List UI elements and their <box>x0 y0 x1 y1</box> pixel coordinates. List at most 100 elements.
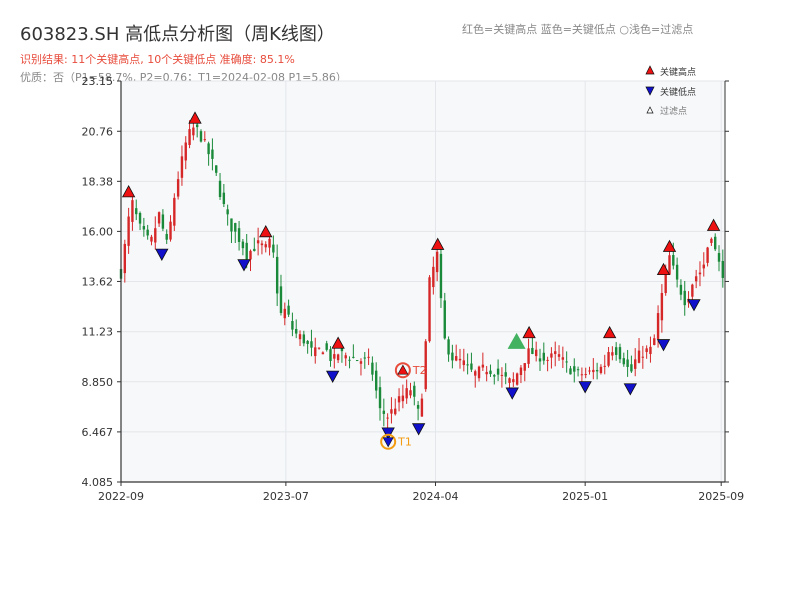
candle-body <box>256 240 260 244</box>
t2-label: T2 <box>412 364 427 377</box>
x-tick-label: 2024-04 <box>413 490 459 503</box>
candle-body <box>477 366 481 379</box>
axes: 4.085 6.467 8.850 11.23 13.62 16.00 18.38 20.76… <box>82 75 745 503</box>
candle-body <box>641 356 645 358</box>
candle-body <box>561 357 565 360</box>
candle-body <box>378 387 382 409</box>
candle-body <box>325 343 328 350</box>
key-high-marker <box>662 239 677 252</box>
key-low-marker <box>325 370 340 383</box>
candle-body <box>527 348 530 364</box>
candle-body <box>123 243 127 274</box>
candle-body <box>291 320 294 330</box>
candle-body <box>359 361 363 364</box>
key-high-marker <box>121 185 136 198</box>
candle-body <box>576 369 580 371</box>
key-high-marker <box>188 111 202 124</box>
candle-body <box>367 356 370 358</box>
y-tick-label: 4.085 <box>82 476 114 489</box>
candle-body <box>348 359 351 361</box>
candle-body <box>542 352 545 361</box>
candle-body <box>694 276 698 282</box>
candle-body <box>405 388 408 399</box>
candle-body <box>588 370 591 372</box>
color-hint: 红色=关键高点 蓝色=关键低点 ○浅色=过滤点 <box>462 23 694 36</box>
key-low-marker <box>687 299 701 312</box>
candle-body <box>394 408 397 415</box>
candle-body <box>637 350 641 363</box>
legend: 关键高点 关键低点 过滤点 <box>645 65 696 117</box>
candle-body <box>237 228 241 242</box>
key-low-marker <box>656 339 671 352</box>
candle-body <box>645 348 648 353</box>
candle-body <box>241 241 245 249</box>
legend-low-marker <box>645 86 655 96</box>
candle-body <box>413 385 416 397</box>
candle-body <box>454 356 458 361</box>
candle-body <box>634 359 637 369</box>
candle-body <box>470 363 473 370</box>
candle-body <box>683 290 686 306</box>
candle-body <box>253 248 256 252</box>
candle-body <box>515 373 519 385</box>
candle-body <box>188 129 191 145</box>
candle-body <box>534 349 538 357</box>
candle-body <box>317 347 321 349</box>
candle-body <box>546 359 549 361</box>
candle-body <box>195 124 199 128</box>
key-low-marker <box>505 387 519 400</box>
x-tick-label: 2022-09 <box>98 490 144 503</box>
x-tick-label: 2025-09 <box>698 490 744 503</box>
candle-body <box>717 253 721 262</box>
candle-body <box>668 255 671 275</box>
key-high-marker <box>602 325 617 339</box>
candle-body <box>447 339 450 355</box>
candle-body <box>302 334 306 344</box>
legend-high-label: 关键高点 <box>660 66 696 78</box>
markers: T1 T2 <box>121 111 721 450</box>
candle-body <box>272 244 275 253</box>
candle-body <box>508 378 511 383</box>
candle-body <box>573 366 576 372</box>
candle-body <box>287 305 290 315</box>
y-tick-label: 6.467 <box>82 426 114 439</box>
candle-body <box>428 277 431 342</box>
candle-body <box>466 364 469 366</box>
key-low-marker <box>411 423 426 436</box>
candle-body <box>321 352 325 355</box>
candle-body <box>169 221 172 240</box>
candle-body <box>424 341 427 390</box>
candle-body <box>409 390 412 396</box>
candle-body <box>306 340 309 344</box>
candle-body <box>481 364 485 368</box>
y-tick-label: 23.15 <box>82 75 114 88</box>
candle-body <box>283 308 286 319</box>
candle-body <box>664 271 667 294</box>
candle-body <box>496 368 500 375</box>
candle-body <box>150 236 153 242</box>
candle-body <box>386 417 389 419</box>
candle-body <box>161 214 165 229</box>
candle-body <box>500 374 504 376</box>
key-high-marker <box>656 262 671 276</box>
candle-body <box>679 284 683 295</box>
key-high-marker <box>522 325 536 339</box>
candle-body <box>435 251 439 273</box>
key-high-marker <box>259 224 273 238</box>
legend-filtered-marker <box>646 106 654 114</box>
candle-body <box>691 284 694 297</box>
filtered-marker <box>507 332 526 349</box>
candle-body <box>382 410 386 414</box>
candle-body <box>397 396 401 403</box>
candle-body <box>314 347 317 357</box>
candle-body <box>215 165 218 173</box>
candle-body <box>142 226 146 230</box>
legend-filtered-label: 过滤点 <box>660 105 687 117</box>
candle-body <box>211 149 214 159</box>
candle-body <box>489 370 492 375</box>
candle-body <box>550 353 553 358</box>
candle-body <box>611 352 614 356</box>
candle-body <box>279 286 283 313</box>
key-low-marker <box>381 427 395 440</box>
